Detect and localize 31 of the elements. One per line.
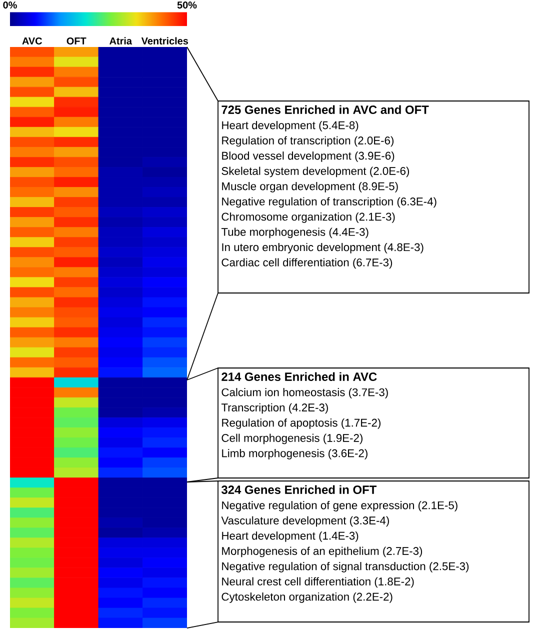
text: Neural crest cell differentiation (1.8E-2) bbox=[222, 577, 414, 588]
text: Regulation of apoptosis (1.7E-2) bbox=[222, 418, 380, 429]
text: Chromosome organization (2.1E-3) bbox=[222, 212, 395, 223]
x-tick-label: OFT bbox=[66, 37, 86, 44]
x-tick-label: Atria bbox=[110, 37, 132, 44]
text: Cardiac cell differentiation (6.7E-3) bbox=[222, 258, 392, 269]
color-bar-label: 50% bbox=[177, 2, 197, 9]
text: 214 Genes Enriched in AVC bbox=[222, 372, 377, 381]
color-bar-label: 0% bbox=[3, 2, 17, 9]
text: Negative regulation of gene expression (2.1E-5) bbox=[222, 501, 458, 512]
text: Negative regulation of signal transduction (2.5E-3) bbox=[222, 562, 469, 572]
x-tick-label: AVC bbox=[22, 37, 42, 44]
x-tick-label: Ventricles bbox=[141, 37, 188, 44]
text: In utero embryonic development (4.8E-3) bbox=[222, 242, 424, 254]
text: Vasculature development (3.3E-4) bbox=[221, 516, 389, 527]
text: Blood vessel development (3.9E-6) bbox=[222, 152, 394, 162]
text: Transcription (4.2E-3) bbox=[221, 403, 328, 414]
text: Heart development (1.4E-3) bbox=[222, 532, 358, 542]
text: Cell morphogenesis (1.9E-2) bbox=[222, 434, 362, 444]
text: Skeletal system development (2.0E-6) bbox=[222, 166, 410, 178]
text: Limb morphogenesis (3.6E-2) bbox=[222, 449, 368, 460]
text: Muscle organ development (8.9E-5) bbox=[222, 182, 398, 192]
text: Tube morphogenesis (4.4E-3) bbox=[221, 228, 368, 238]
text: 725 Genes Enriched in AVC and OFT bbox=[222, 105, 429, 114]
text: 324 Genes Enriched in OFT bbox=[221, 485, 377, 494]
text: Calcium ion homeostasis (3.7E-3) bbox=[222, 388, 388, 398]
text: Morphogenesis of an epithelium (2.7E-3) bbox=[222, 546, 422, 558]
text: Regulation of transcription (2.0E-6) bbox=[222, 136, 394, 147]
text: Cytoskeleton organization (2.2E-2) bbox=[222, 592, 392, 603]
text: Heart development (5.4E-8) bbox=[222, 121, 358, 132]
text: Negative regulation of transcription (6.3E-4) bbox=[222, 197, 436, 208]
